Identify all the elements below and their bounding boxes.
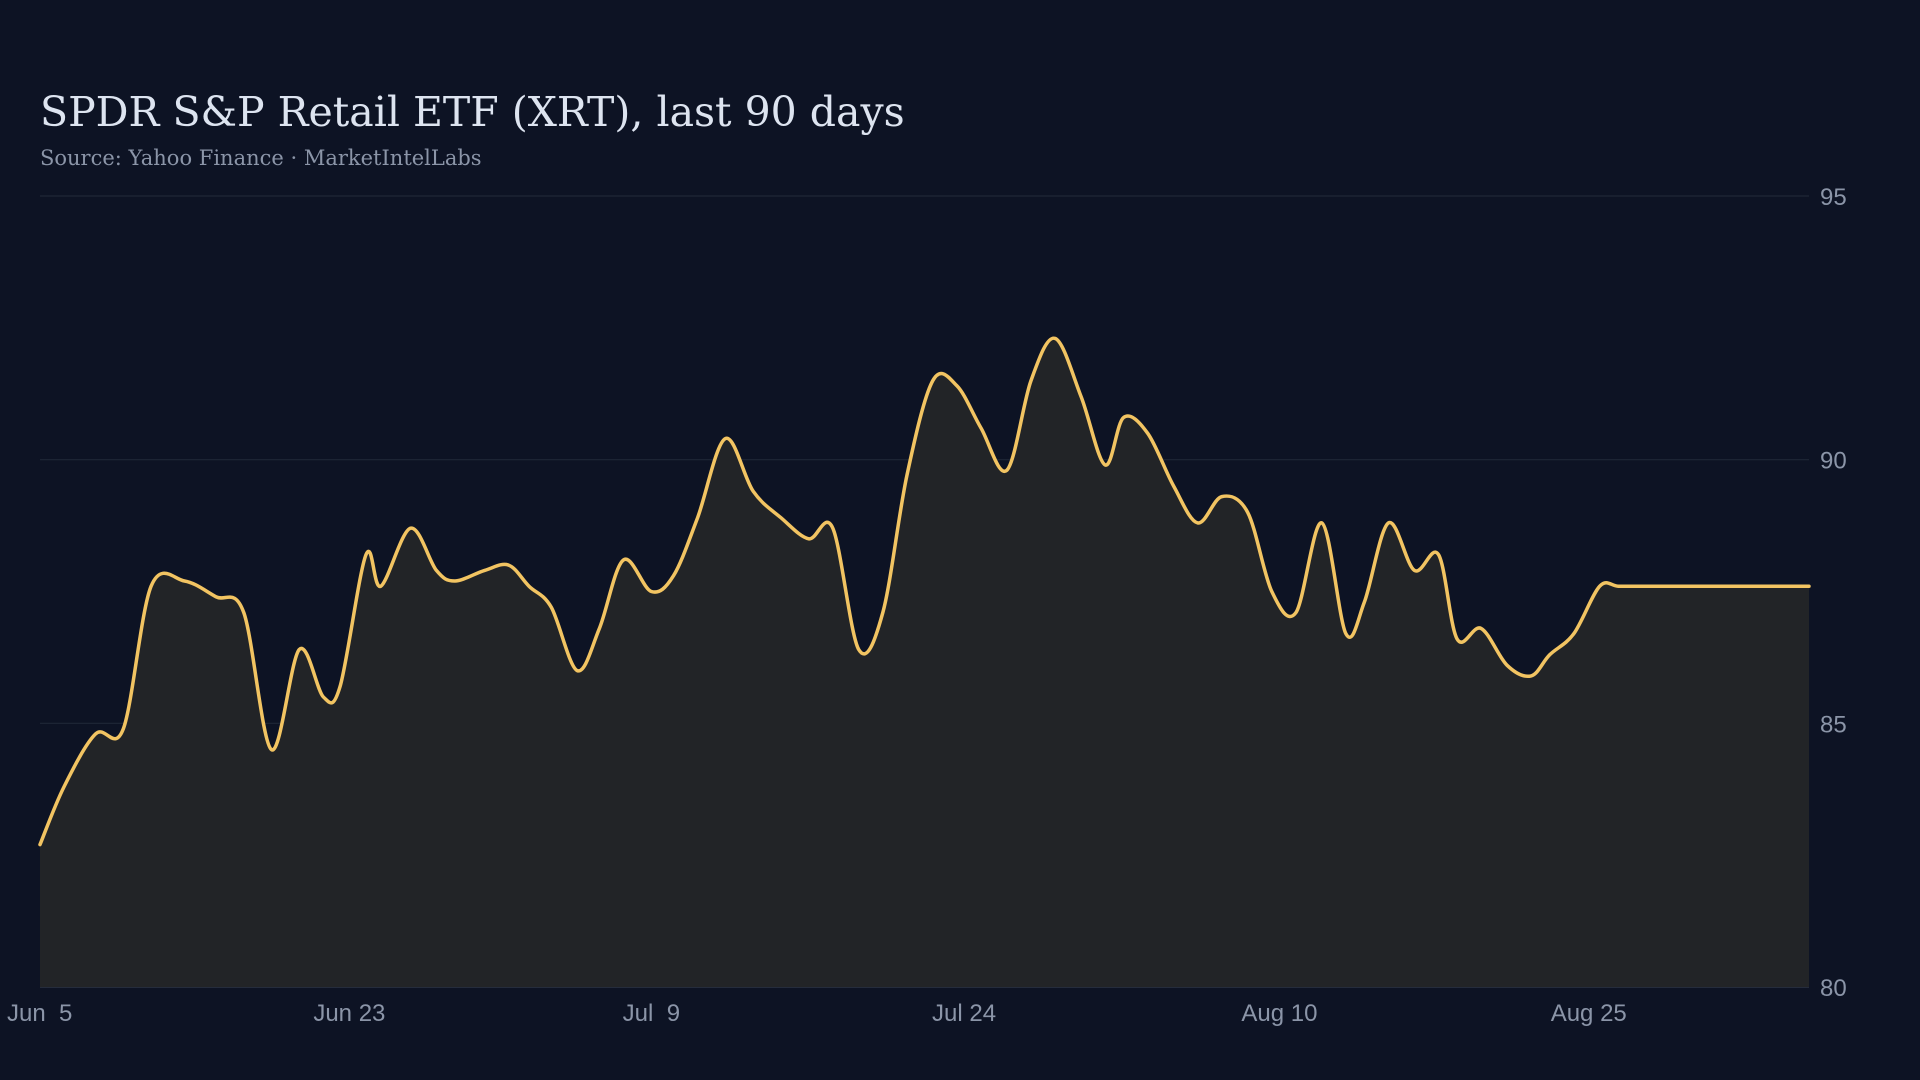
x-tick-label: Jul 9 xyxy=(623,1000,680,1027)
y-tick-label: 95 xyxy=(1820,184,1847,211)
y-tick-label: 90 xyxy=(1820,448,1847,475)
x-tick-label: Aug 25 xyxy=(1551,1000,1627,1027)
area-fill xyxy=(40,338,1809,987)
y-axis: 95 90 85 80 xyxy=(1820,184,1847,1002)
chart-title: SPDR S&P Retail ETF (XRT), last 90 days xyxy=(40,88,905,136)
x-tick-label: Aug 10 xyxy=(1241,1000,1317,1027)
series-line xyxy=(38,336,1811,847)
x-tick-label: Jul 24 xyxy=(932,1000,996,1027)
x-tick-label: Jun 23 xyxy=(313,1000,385,1027)
y-tick-label: 80 xyxy=(1820,975,1847,1002)
x-tick-label: Jun 5 xyxy=(7,1000,72,1027)
chart-subtitle: Source: Yahoo Finance · MarketIntelLabs xyxy=(40,146,482,170)
y-tick-label: 85 xyxy=(1820,711,1847,738)
x-axis: Jun 5 Jun 23 Jul 9 Jul 24 Aug 10 Aug 25 xyxy=(7,1000,1627,1027)
